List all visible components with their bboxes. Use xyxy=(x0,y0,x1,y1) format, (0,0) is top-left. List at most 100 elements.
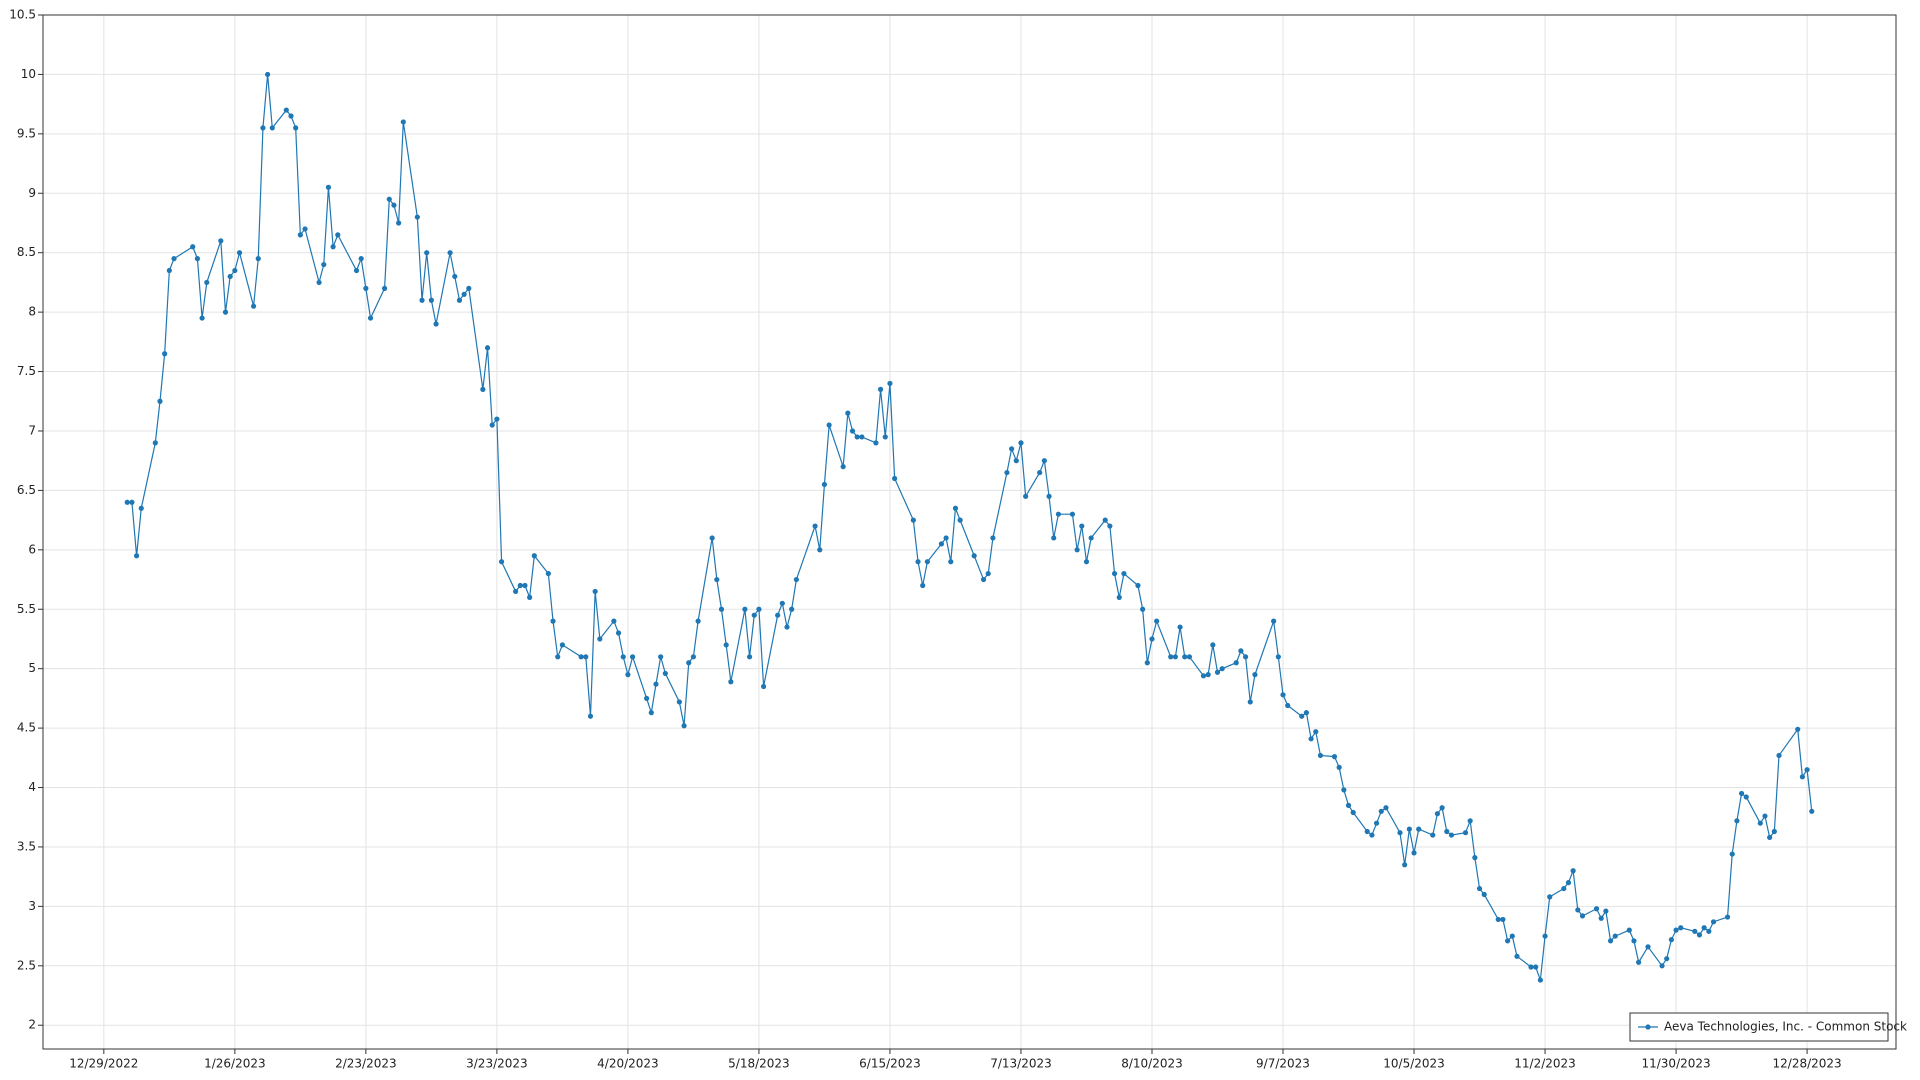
point xyxy=(330,244,336,250)
point xyxy=(648,710,654,716)
point xyxy=(845,410,851,416)
point xyxy=(1547,894,1553,900)
x-tick-label: 11/2/2023 xyxy=(1514,1057,1576,1071)
point xyxy=(433,321,439,327)
y-tick-label: 4.5 xyxy=(17,721,36,735)
point xyxy=(892,475,898,482)
y-tick-label: 8 xyxy=(28,305,36,319)
point xyxy=(971,553,977,559)
point xyxy=(1055,511,1062,517)
point xyxy=(1177,624,1183,630)
point xyxy=(400,119,406,125)
point xyxy=(1542,933,1548,939)
point xyxy=(1724,914,1731,920)
x-tick-label: 3/23/2023 xyxy=(466,1057,528,1071)
point xyxy=(873,440,879,446)
point xyxy=(1013,458,1019,464)
point xyxy=(316,279,322,286)
point xyxy=(625,672,631,678)
point xyxy=(1252,672,1258,678)
y-tick-label: 2.5 xyxy=(17,958,36,972)
point xyxy=(1509,933,1515,939)
point xyxy=(840,464,846,470)
point xyxy=(1738,790,1745,797)
point xyxy=(980,576,987,583)
x-tick-label: 11/30/2023 xyxy=(1641,1057,1710,1071)
point xyxy=(396,220,402,226)
point xyxy=(522,582,528,589)
point xyxy=(265,71,271,78)
point xyxy=(1607,938,1614,944)
point xyxy=(550,618,556,624)
point xyxy=(1402,862,1408,868)
point xyxy=(826,422,832,428)
point xyxy=(1023,493,1029,499)
point xyxy=(1238,648,1244,654)
point xyxy=(517,582,523,589)
point xyxy=(1345,802,1352,808)
point xyxy=(1247,699,1253,705)
point xyxy=(1219,666,1225,672)
point xyxy=(1383,805,1389,811)
point xyxy=(424,250,430,256)
x-tick-label: 9/7/2023 xyxy=(1256,1057,1310,1071)
point xyxy=(1570,868,1576,874)
point xyxy=(386,196,392,202)
x-tick-label: 7/13/2023 xyxy=(990,1057,1052,1071)
point xyxy=(199,315,205,321)
point xyxy=(1776,752,1782,759)
point xyxy=(859,434,865,440)
point xyxy=(1018,440,1024,446)
point xyxy=(620,654,626,660)
point xyxy=(391,202,397,208)
point xyxy=(194,256,201,262)
point xyxy=(1636,959,1642,965)
point xyxy=(938,541,945,547)
point xyxy=(1172,654,1178,660)
point xyxy=(1037,469,1043,476)
point xyxy=(1200,673,1207,679)
point xyxy=(1668,937,1674,943)
point xyxy=(662,670,668,677)
point xyxy=(367,315,374,321)
point xyxy=(250,303,257,309)
point xyxy=(1439,805,1445,811)
point xyxy=(414,214,420,220)
point xyxy=(1795,726,1801,732)
point xyxy=(1593,906,1600,912)
x-tick-label: 10/5/2023 xyxy=(1383,1057,1445,1071)
y-tick-label: 10.5 xyxy=(9,8,36,22)
point xyxy=(1111,570,1118,577)
point xyxy=(1369,832,1375,838)
point xyxy=(1406,826,1412,832)
point xyxy=(723,642,729,648)
point xyxy=(1088,535,1094,541)
point xyxy=(1046,493,1052,499)
point xyxy=(1476,885,1483,892)
point xyxy=(714,576,720,583)
point xyxy=(1678,925,1684,931)
point xyxy=(943,535,949,541)
point xyxy=(779,600,785,606)
point xyxy=(157,398,163,404)
point xyxy=(456,297,463,303)
x-tick-label: 12/28/2023 xyxy=(1773,1057,1842,1071)
point xyxy=(1514,953,1520,959)
point xyxy=(283,107,289,113)
point xyxy=(513,588,519,595)
point xyxy=(1537,977,1543,983)
point xyxy=(709,535,715,541)
point xyxy=(1205,672,1211,678)
point xyxy=(1659,963,1665,969)
x-tick-label: 2/23/2023 xyxy=(335,1057,397,1071)
point xyxy=(910,517,916,523)
point xyxy=(1706,928,1712,934)
point xyxy=(1364,828,1370,835)
point xyxy=(1182,654,1188,660)
point xyxy=(204,279,210,286)
point xyxy=(1214,669,1221,675)
point xyxy=(1673,927,1679,933)
point xyxy=(1140,606,1146,612)
point xyxy=(658,654,664,660)
point xyxy=(578,654,584,660)
